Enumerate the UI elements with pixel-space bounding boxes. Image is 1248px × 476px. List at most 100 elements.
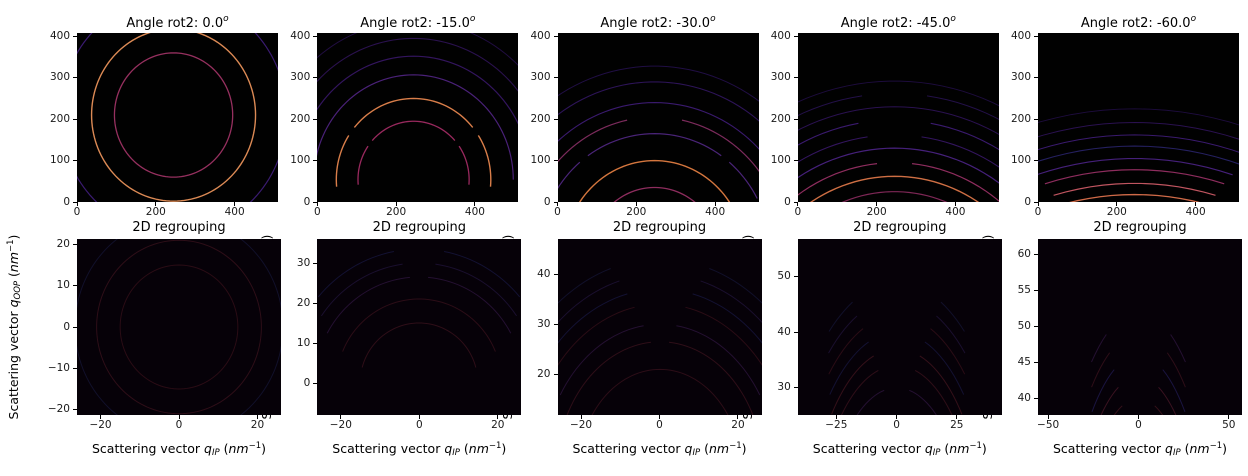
axis-label-part: Scattering vector xyxy=(332,441,445,456)
y-tick-mark xyxy=(793,77,798,79)
axis-label-part: q xyxy=(6,299,21,308)
axis-label-part: IP xyxy=(932,448,941,458)
y-tick-mark xyxy=(793,331,798,333)
panel-title-text: Angle rot2: -15.0 xyxy=(360,16,470,31)
axis-label-part: q xyxy=(1165,441,1173,456)
x-tick-label: 0 xyxy=(313,206,321,218)
axis-label-part: Scattering vector xyxy=(1053,441,1166,456)
ring-arc xyxy=(613,186,696,202)
ring-arc xyxy=(908,389,937,415)
ring-arc xyxy=(924,341,964,395)
y-tick-mark xyxy=(793,387,798,389)
y-tick-label: 0 xyxy=(303,376,311,389)
diffraction-rings xyxy=(77,33,278,202)
y-tick-label: 200 xyxy=(530,112,551,125)
x-tick-label: 0 xyxy=(1135,419,1142,431)
x-tick-label: 0 xyxy=(554,206,561,218)
ring-arc xyxy=(1100,387,1119,415)
ring-arc xyxy=(1170,334,1186,363)
x-tick-label: 200 xyxy=(1106,206,1127,218)
axis-label-part: Scattering vector xyxy=(812,441,925,456)
ring-arc xyxy=(691,293,762,344)
panel-title-text: 2D regrouping xyxy=(132,220,226,235)
detector-image-panel-3 xyxy=(557,33,759,202)
x-tick-label: 0 xyxy=(656,419,663,431)
y-tick-label: 20 xyxy=(296,296,311,309)
x-tick-mark xyxy=(155,202,157,206)
axis-label-part: Scattering vector xyxy=(572,441,685,456)
ring-arc xyxy=(926,95,999,121)
ring-arc xyxy=(930,122,999,151)
ring-arc xyxy=(919,355,963,415)
y-tick-mark xyxy=(313,160,318,162)
y-tick-mark xyxy=(1034,77,1038,79)
ring-arc xyxy=(566,341,651,415)
y-tick-label: 300 xyxy=(530,71,551,84)
diffraction-rings xyxy=(557,268,762,415)
detector-image-panel-5 xyxy=(1038,33,1239,202)
ring-arc xyxy=(1044,169,1225,185)
ring-arc xyxy=(921,136,999,168)
x-tick-mark xyxy=(76,202,78,206)
x-tick-mark xyxy=(896,415,898,419)
x-tick-label: 0 xyxy=(175,419,183,431)
panel-title-text: 2D regrouping xyxy=(853,220,947,235)
diffraction-rings xyxy=(1091,334,1186,415)
degree-superscript: o xyxy=(710,14,716,24)
ring-arc xyxy=(317,74,515,180)
ring-arc xyxy=(1154,405,1164,415)
ring-arc xyxy=(1091,352,1111,388)
y-tick-label: 0 xyxy=(63,195,70,208)
y-tick-mark xyxy=(553,160,558,162)
axis-label-part: OOP xyxy=(13,280,23,300)
y-tick-mark xyxy=(313,382,318,384)
panel-title-text: Angle rot2: 0.0 xyxy=(126,16,224,31)
ring-arc xyxy=(841,191,948,202)
ring-arc xyxy=(458,145,471,185)
axis-label-part: q xyxy=(924,441,933,456)
y-tick-mark xyxy=(1034,160,1038,162)
y-tick-label: 300 xyxy=(290,71,311,84)
x-axis-label: Scattering vector qIP (nm−1) xyxy=(307,441,531,458)
ring-arc xyxy=(317,33,519,66)
ring-arc xyxy=(342,298,497,352)
ring-arc xyxy=(557,119,627,163)
ring-arc xyxy=(809,175,979,202)
y-tick-label: 200 xyxy=(290,112,311,125)
ring-arc xyxy=(929,328,965,375)
axis-label-part: IP xyxy=(211,448,220,458)
y-tick-mark xyxy=(793,118,798,120)
x-axis-label: Scattering vector qIP (nm−1) xyxy=(788,441,1012,458)
ring-arc xyxy=(940,301,965,332)
x-tick-mark xyxy=(557,202,558,206)
y-tick-label: 0 xyxy=(784,195,791,208)
ring-arc xyxy=(1038,158,1233,176)
axis-label-part: ) xyxy=(981,441,987,456)
axis-label-part: ( xyxy=(700,441,709,456)
ring-arc xyxy=(1038,108,1239,126)
x-tick-mark xyxy=(256,415,258,419)
ring-arc xyxy=(361,322,477,368)
x-tick-mark xyxy=(234,202,236,206)
ring-arc xyxy=(699,280,762,324)
x-tick-mark xyxy=(835,415,837,419)
axis-label-part: IP xyxy=(452,448,460,458)
axis-label-part: −1 xyxy=(488,441,502,451)
panel-title-text: Angle rot2: -60.0 xyxy=(1080,16,1191,31)
ring-arc xyxy=(1038,121,1239,140)
x-tick-label: 400 xyxy=(224,206,245,218)
y-tick-label: 55 xyxy=(1017,283,1031,296)
panel-title: Angle rot2: -45.0o xyxy=(773,14,1024,31)
y-tick-mark xyxy=(553,77,558,79)
y-tick-mark xyxy=(553,201,558,203)
ring-arc xyxy=(829,341,869,395)
regrouped-map-panel-4 xyxy=(797,239,1002,415)
y-tick-mark xyxy=(1034,201,1038,203)
ring-arc xyxy=(96,239,262,415)
axis-label-part: nm xyxy=(228,441,249,456)
y-tick-label: 0 xyxy=(63,320,70,333)
ring-arc xyxy=(113,52,234,178)
y-tick-label: 100 xyxy=(1010,154,1031,167)
x-tick-label: 0 xyxy=(794,206,802,218)
x-tick-mark xyxy=(659,415,660,419)
